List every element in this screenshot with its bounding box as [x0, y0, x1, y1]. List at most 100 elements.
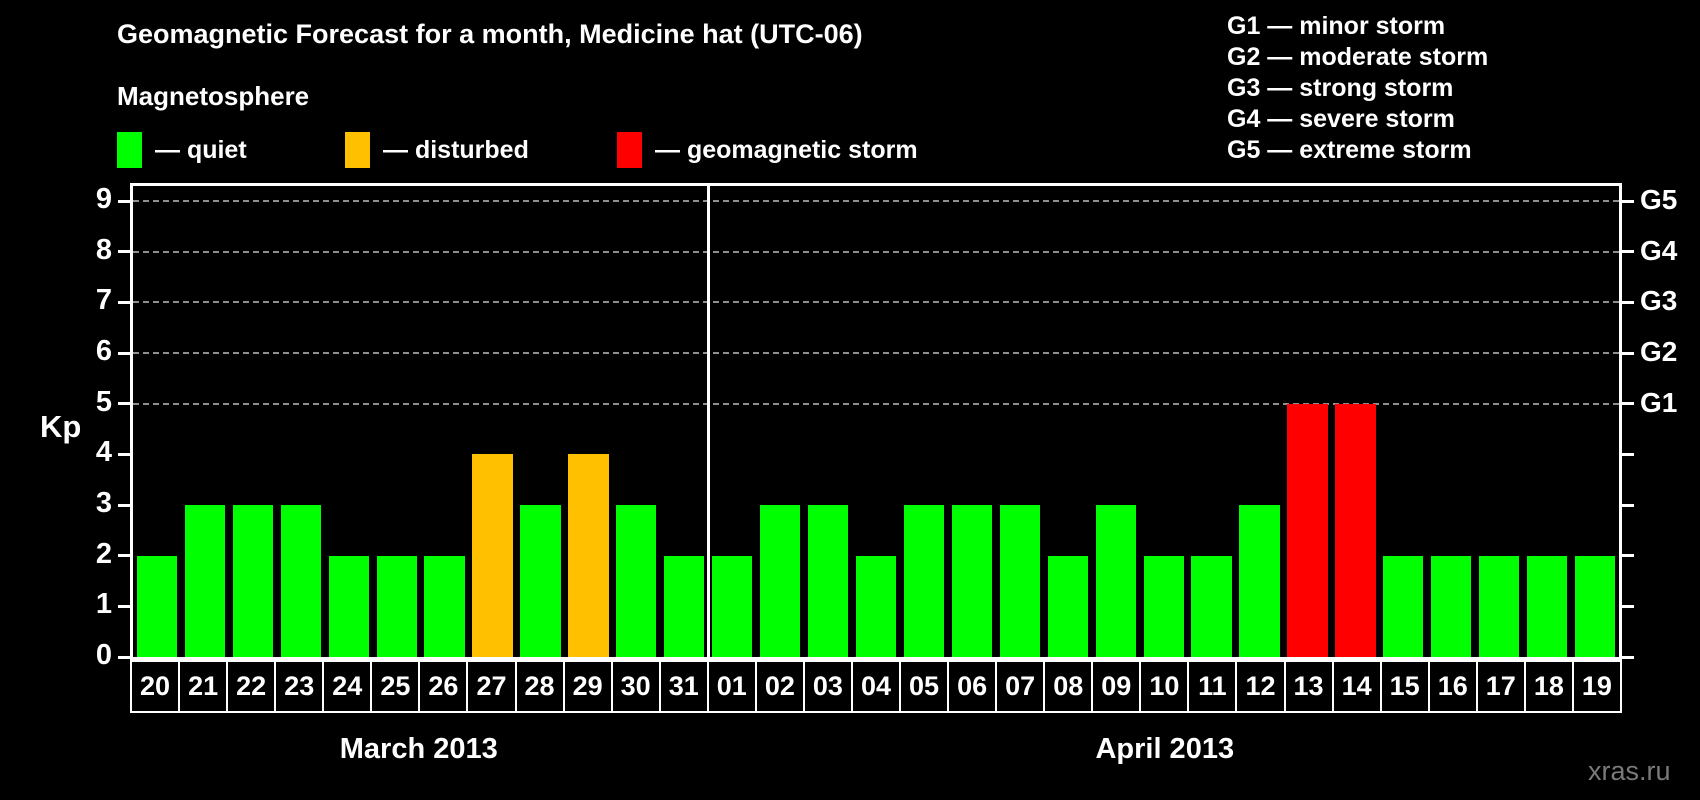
- day-label-15: 15: [1382, 662, 1430, 711]
- month-label-april: April 2013: [1095, 733, 1235, 765]
- day-label-13: 13: [1286, 662, 1334, 711]
- right-tick-4: [1620, 452, 1634, 456]
- kp-bar-10: [1143, 555, 1184, 657]
- day-label-25: 25: [372, 662, 421, 711]
- watermark: xras.ru: [1588, 756, 1671, 786]
- bar-slot-07: [996, 186, 1044, 657]
- day-label-08: 08: [1045, 662, 1094, 711]
- bar-slot-09: [1092, 186, 1140, 657]
- bar-slot-17: [1475, 186, 1523, 657]
- plot-area: [130, 183, 1622, 660]
- bar-slot-19: [1571, 186, 1619, 657]
- kp-bar-25: [376, 555, 417, 657]
- kp-bar-02: [760, 505, 801, 657]
- right-axis-label-g4: G4: [1640, 234, 1678, 266]
- kp-bar-18: [1527, 555, 1568, 657]
- legend-item-disturbed: — disturbed: [345, 131, 529, 169]
- bar-slot-26: [421, 186, 469, 657]
- day-label-30: 30: [613, 662, 661, 711]
- bar-slot-16: [1427, 186, 1475, 657]
- kp-bar-07: [999, 505, 1040, 657]
- right-tick-9: [1620, 199, 1634, 203]
- left-tick-1: [118, 604, 132, 608]
- kp-bar-20: [136, 555, 178, 657]
- gridline-kp-7: [133, 301, 1619, 304]
- left-tick-5: [118, 402, 132, 406]
- kp-bar-14: [1335, 403, 1376, 657]
- bar-slot-18: [1523, 186, 1571, 657]
- kp-bar-28: [520, 505, 561, 657]
- right-axis-label-g3: G3: [1640, 285, 1678, 317]
- day-label-04: 04: [853, 662, 901, 711]
- day-label-06: 06: [949, 662, 998, 711]
- storm-color-swatch: [617, 132, 642, 168]
- y-tick-label-1: 1: [95, 588, 112, 621]
- left-tick-7: [118, 300, 132, 304]
- bar-slot-15: [1379, 186, 1427, 657]
- kp-bar-05: [903, 505, 945, 657]
- kp-bar-31: [664, 555, 705, 657]
- bar-slot-05: [900, 186, 948, 657]
- kp-bar-27: [472, 454, 513, 657]
- y-tick-label-4: 4: [95, 436, 112, 469]
- bars-layer: [133, 186, 1619, 657]
- right-tick-0: [1620, 655, 1634, 659]
- legend-item-quiet: — quiet: [117, 131, 247, 169]
- day-label-29: 29: [565, 662, 613, 711]
- day-label-27: 27: [468, 662, 517, 711]
- quiet-color-swatch: [117, 132, 142, 168]
- kp-bar-26: [424, 555, 465, 657]
- g1-legend-line: G1 — minor storm: [1227, 12, 1446, 40]
- kp-bar-29: [568, 454, 609, 657]
- g5-legend-line: G5 — extreme storm: [1227, 136, 1472, 164]
- day-label-02: 02: [757, 662, 805, 711]
- month-separator-line: [706, 186, 710, 657]
- bar-slot-25: [373, 186, 421, 657]
- legend-label-quiet: — quiet: [155, 135, 247, 164]
- bar-slot-14: [1331, 186, 1379, 657]
- day-label-28: 28: [517, 662, 565, 711]
- kp-bar-15: [1383, 555, 1424, 657]
- y-tick-label-9: 9: [95, 183, 112, 216]
- bar-slot-12: [1236, 186, 1284, 657]
- kp-bar-06: [951, 505, 993, 657]
- y-tick-label-5: 5: [95, 385, 112, 418]
- day-label-21: 21: [180, 662, 229, 711]
- kp-bar-11: [1191, 555, 1232, 657]
- day-label-10: 10: [1141, 662, 1190, 711]
- kp-bar-03: [807, 505, 849, 657]
- kp-bar-01: [712, 555, 753, 657]
- day-label-23: 23: [276, 662, 325, 711]
- disturbed-color-swatch: [345, 132, 370, 168]
- day-label-19: 19: [1581, 671, 1612, 701]
- kp-bar-22: [232, 505, 273, 657]
- y-tick-label-2: 2: [95, 537, 112, 570]
- legend-label-storm: — geomagnetic storm: [655, 135, 918, 164]
- day-label-07: 07: [997, 662, 1046, 711]
- right-tick-6: [1620, 351, 1634, 355]
- month-label-march: March 2013: [339, 733, 498, 765]
- y-tick-label-0: 0: [95, 639, 112, 671]
- y-tick-label-3: 3: [95, 487, 112, 520]
- left-tick-6: [118, 351, 132, 355]
- kp-bar-09: [1095, 505, 1136, 657]
- day-label-11: 11: [1189, 662, 1238, 711]
- bar-slot-29: [564, 186, 612, 657]
- right-tick-7: [1620, 300, 1634, 304]
- left-tick-8: [118, 250, 132, 254]
- bar-slot-11: [1188, 186, 1236, 657]
- bar-slot-13: [1284, 186, 1332, 657]
- kp-bar-12: [1239, 505, 1280, 657]
- bar-slot-08: [1044, 186, 1092, 657]
- bar-slot-24: [325, 186, 373, 657]
- legend-item-storm: — geomagnetic storm: [617, 131, 918, 169]
- day-label-31: 31: [661, 662, 709, 711]
- bar-slot-04: [852, 186, 900, 657]
- y-tick-label-6: 6: [95, 335, 112, 368]
- day-label-16: 16: [1430, 662, 1478, 711]
- left-tick-9: [118, 199, 132, 203]
- kp-bar-19: [1574, 555, 1616, 657]
- bar-slot-21: [181, 186, 229, 657]
- g4-legend-line: G4 — severe storm: [1227, 105, 1455, 133]
- right-tick-5: [1620, 402, 1634, 406]
